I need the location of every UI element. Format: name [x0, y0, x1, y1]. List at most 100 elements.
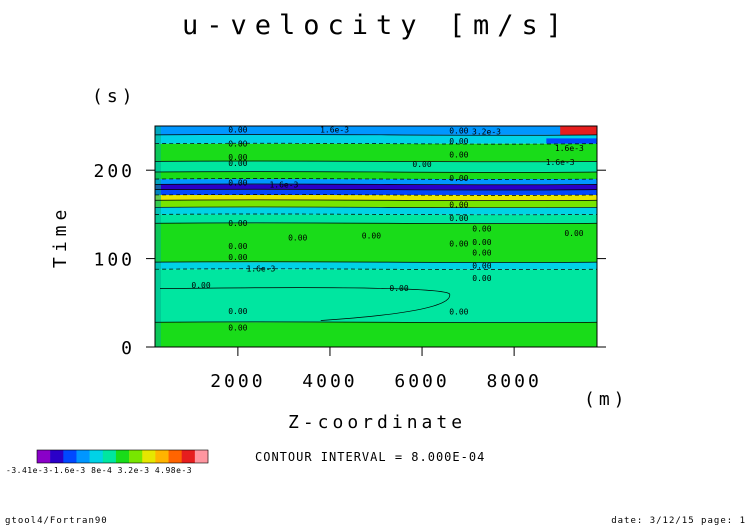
x-tick-label-2: 6000: [394, 371, 449, 392]
contour-label-28: 0.00: [362, 232, 381, 241]
x-axis-label: Z-coordinate: [288, 412, 467, 433]
contour-label-8: 0.00: [191, 281, 210, 290]
band-3: [155, 223, 597, 263]
contour-label-31: 1.6e-3: [320, 126, 349, 135]
band-5: [155, 207, 597, 215]
contour-label-32: 1.6e-3: [555, 144, 584, 153]
band-8: [155, 189, 597, 195]
band-12: [155, 161, 597, 172]
contour-label-layer: 0.000.000.000.000.000.000.000.000.000.00…: [191, 126, 584, 333]
band-15: [155, 126, 597, 135]
contour-label-9: 0.00: [228, 307, 247, 316]
contour-line-8: [154, 188, 598, 191]
colorbar-swatch-1: [50, 450, 64, 463]
contour-label-16: 0.00: [412, 160, 431, 169]
contour-label-23: 0.00: [472, 248, 491, 257]
contour-line-13: [154, 142, 598, 145]
contour-label-12: 0.00: [389, 284, 408, 293]
band-6: [155, 200, 597, 208]
footer-right: date: 3/12/15 page: 1: [611, 516, 746, 526]
plot-frame: [154, 125, 598, 348]
colorbar-swatch-7: [129, 450, 143, 463]
contour-line-10: [154, 178, 598, 180]
x-tick-label-1: 4000: [302, 371, 357, 392]
colorbar-swatch-8: [142, 450, 156, 463]
y-axis-unit: (s): [92, 86, 137, 107]
contour-label-15: 0.00: [449, 150, 468, 159]
contour-label-18: 0.00: [449, 201, 468, 210]
contour-line-4: [154, 213, 598, 216]
contour-line-14: [154, 134, 598, 136]
contour-label-1: 0.00: [228, 140, 247, 149]
colorbar: [36, 449, 209, 464]
colorbar-swatch-6: [115, 450, 130, 463]
footer-left: gtool4/Fortran90: [5, 516, 108, 526]
x-tick-label-3: 8000: [486, 371, 541, 392]
contour-label-26: 0.00: [449, 308, 468, 317]
upper-right-max-region: [560, 126, 597, 135]
lower-right-region: [366, 292, 597, 323]
band-2: [155, 262, 597, 270]
contour-line-7: [154, 194, 598, 196]
band-10: [155, 179, 597, 185]
contour-line-11: [154, 171, 598, 173]
colorbar-swatch-0: [37, 450, 51, 463]
contour-label-20: 0.00: [472, 225, 491, 234]
contour-label-34: 3.2e-3: [472, 127, 501, 136]
x-axis-unit: (m): [584, 389, 629, 410]
contour-label-25: 0.00: [472, 274, 491, 283]
contour-line-9: [154, 183, 598, 186]
x-tick-label-0: 2000: [210, 371, 265, 392]
contour-label-3: 0.00: [228, 159, 247, 168]
contour-label-19: 0.00: [449, 214, 468, 223]
colorbar-frame: [36, 449, 209, 464]
band-14: [155, 134, 597, 144]
contour-label-14: 0.00: [449, 137, 468, 146]
band-7: [155, 194, 597, 201]
contour-label-2: 0.00: [228, 153, 247, 162]
contour-label-17: 0.00: [449, 174, 468, 183]
contour-lines: [154, 134, 598, 324]
axes: 2000 4000 6000 8000 0 100 200: [93, 125, 606, 392]
contour-line-curve: [159, 287, 451, 321]
colorbar-swatch-2: [63, 450, 77, 463]
contour-label-7: 0.00: [228, 253, 247, 262]
contour-label-6: 0.00: [228, 242, 247, 251]
contour-line-6: [154, 199, 598, 202]
colorbar-swatch-9: [155, 450, 169, 463]
contour-label-0: 0.00: [228, 126, 247, 135]
band-13: [155, 143, 597, 162]
contour-label-27: 0.00: [564, 229, 583, 238]
y-tick-label-1: 100: [93, 250, 135, 271]
contour-label-30: 1.6e-3: [246, 264, 275, 273]
left-edge-strip: [155, 126, 161, 347]
band-11: [155, 171, 597, 180]
contour-label-24: 0.00: [472, 262, 491, 271]
colorbar-swatch-5: [102, 450, 117, 463]
contour-label-22: 0.00: [449, 240, 468, 249]
band-9: [155, 184, 597, 190]
chart-title: u-velocity [m/s]: [181, 10, 571, 41]
colorbar-swatch-11: [181, 450, 196, 463]
colorbar-swatch-12: [194, 450, 209, 463]
colorbar-swatch-3: [76, 450, 90, 463]
contour-interval-text: CONTOUR INTERVAL = 8.000E-04: [255, 450, 486, 464]
colorbar-labels: -3.41e-3-1.6e-3 8e-4 3.2e-3 4.98e-3: [6, 466, 193, 475]
contour-line-3: [154, 222, 598, 225]
contour-line-2: [154, 261, 598, 263]
contour-label-5: 0.00: [228, 219, 247, 228]
contour-label-13: 0.00: [449, 126, 468, 135]
band-0: [155, 322, 597, 347]
plot-area: [155, 126, 597, 347]
contour-label-29: 1.6e-3: [269, 180, 298, 189]
contour-label-21: 0.00: [472, 238, 491, 247]
y-tick-label-2: 200: [93, 161, 135, 182]
colorbar-swatch-4: [89, 450, 104, 463]
contour-line-0: [154, 321, 598, 324]
band-4: [155, 214, 597, 224]
contour-label-33: 1.6e-3: [546, 158, 575, 167]
upper-right-min-region: [546, 138, 597, 144]
contour-label-4: 0.00: [228, 179, 247, 188]
contour-line-5: [154, 206, 598, 209]
